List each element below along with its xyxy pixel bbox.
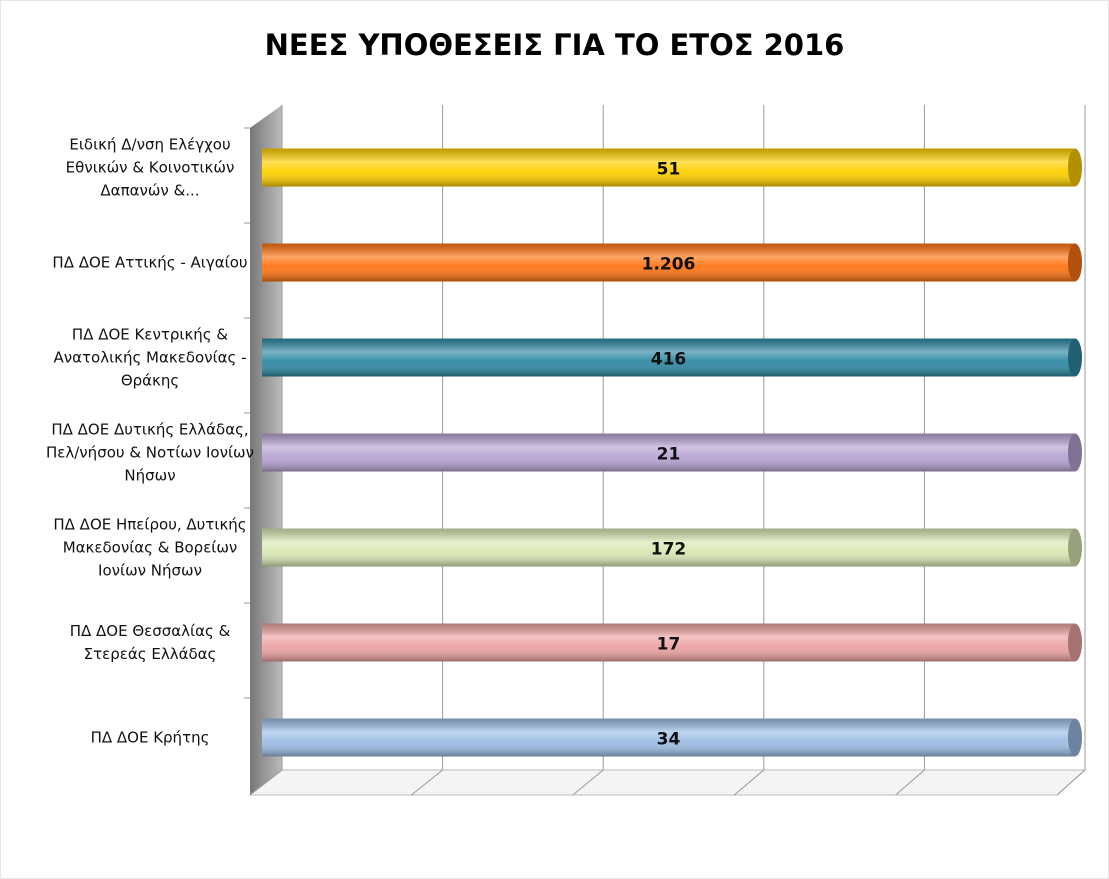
bar-shade xyxy=(262,148,1075,187)
grid-line xyxy=(1056,105,1086,796)
bar-cap xyxy=(1068,623,1082,662)
bar-cap-shade xyxy=(1068,623,1082,662)
bar-cap-shade xyxy=(1068,433,1082,472)
bar-cap xyxy=(1068,338,1082,377)
category-label: ΠΔ ΔΟΕ Κεντρικής & Ανατολικής Μακεδονίας… xyxy=(53,325,247,389)
value-label: 172 xyxy=(651,540,687,560)
bar-shade xyxy=(262,528,1075,567)
bar xyxy=(262,243,1082,282)
value-label: 34 xyxy=(657,730,681,750)
bar xyxy=(262,148,1082,187)
grid-line xyxy=(572,105,604,796)
bar-cap xyxy=(1068,243,1082,282)
category-label: ΠΔ ΔΟΕ Ηπείρου, Δυτικής Μακεδονίας & Βορ… xyxy=(53,515,247,579)
chart-title: ΝΕΕΣ ΥΠΟΘΕΣΕΙΣ ΓΙΑ ΤΟ ΕΤΟΣ 2016 xyxy=(264,28,845,62)
bar-cap xyxy=(1068,718,1082,757)
category-label: ΠΔ ΔΟΕ Αττικής - Αιγαίου xyxy=(52,253,248,271)
bar xyxy=(262,623,1082,662)
bar-shade xyxy=(262,433,1075,472)
bar xyxy=(262,718,1082,757)
grid-line xyxy=(895,105,925,796)
bar-cap-shade xyxy=(1068,243,1082,282)
value-label: 17 xyxy=(657,635,681,655)
bar-shade xyxy=(262,338,1075,377)
category-label: Ειδική Δ/νση Ελέγχου Εθνικών & Κοινοτικώ… xyxy=(65,135,235,199)
bar-cap xyxy=(1068,148,1082,187)
value-label: 51 xyxy=(657,160,681,180)
category-label: ΠΔ ΔΟΕ Θεσσαλίας & Στερεάς Ελλάδας xyxy=(69,621,231,663)
bar-shade xyxy=(262,718,1075,757)
bar-cap-shade xyxy=(1068,338,1082,377)
bar-cap xyxy=(1068,433,1082,472)
bar xyxy=(262,433,1082,472)
bar-cap-shade xyxy=(1068,718,1082,757)
bar-cap-shade xyxy=(1068,528,1082,567)
bar-shade xyxy=(262,243,1075,282)
bar xyxy=(262,338,1082,377)
floor xyxy=(248,769,1087,796)
value-label: 21 xyxy=(657,445,681,465)
value-label: 416 xyxy=(651,350,687,370)
value-label: 1.206 xyxy=(642,255,696,275)
grid-line xyxy=(411,105,444,796)
category-label: ΠΔ ΔΟΕ Δυτικής Ελλάδας, Πελ/νήσου & Νοτί… xyxy=(45,420,254,484)
grid-line xyxy=(733,105,765,796)
category-label: ΠΔ ΔΟΕ Κρήτης xyxy=(90,728,210,746)
bar-cap xyxy=(1068,528,1082,567)
bar-shade xyxy=(262,623,1075,662)
grid-line xyxy=(249,105,283,796)
bar-cap-shade xyxy=(1068,148,1082,187)
bar xyxy=(262,528,1082,567)
